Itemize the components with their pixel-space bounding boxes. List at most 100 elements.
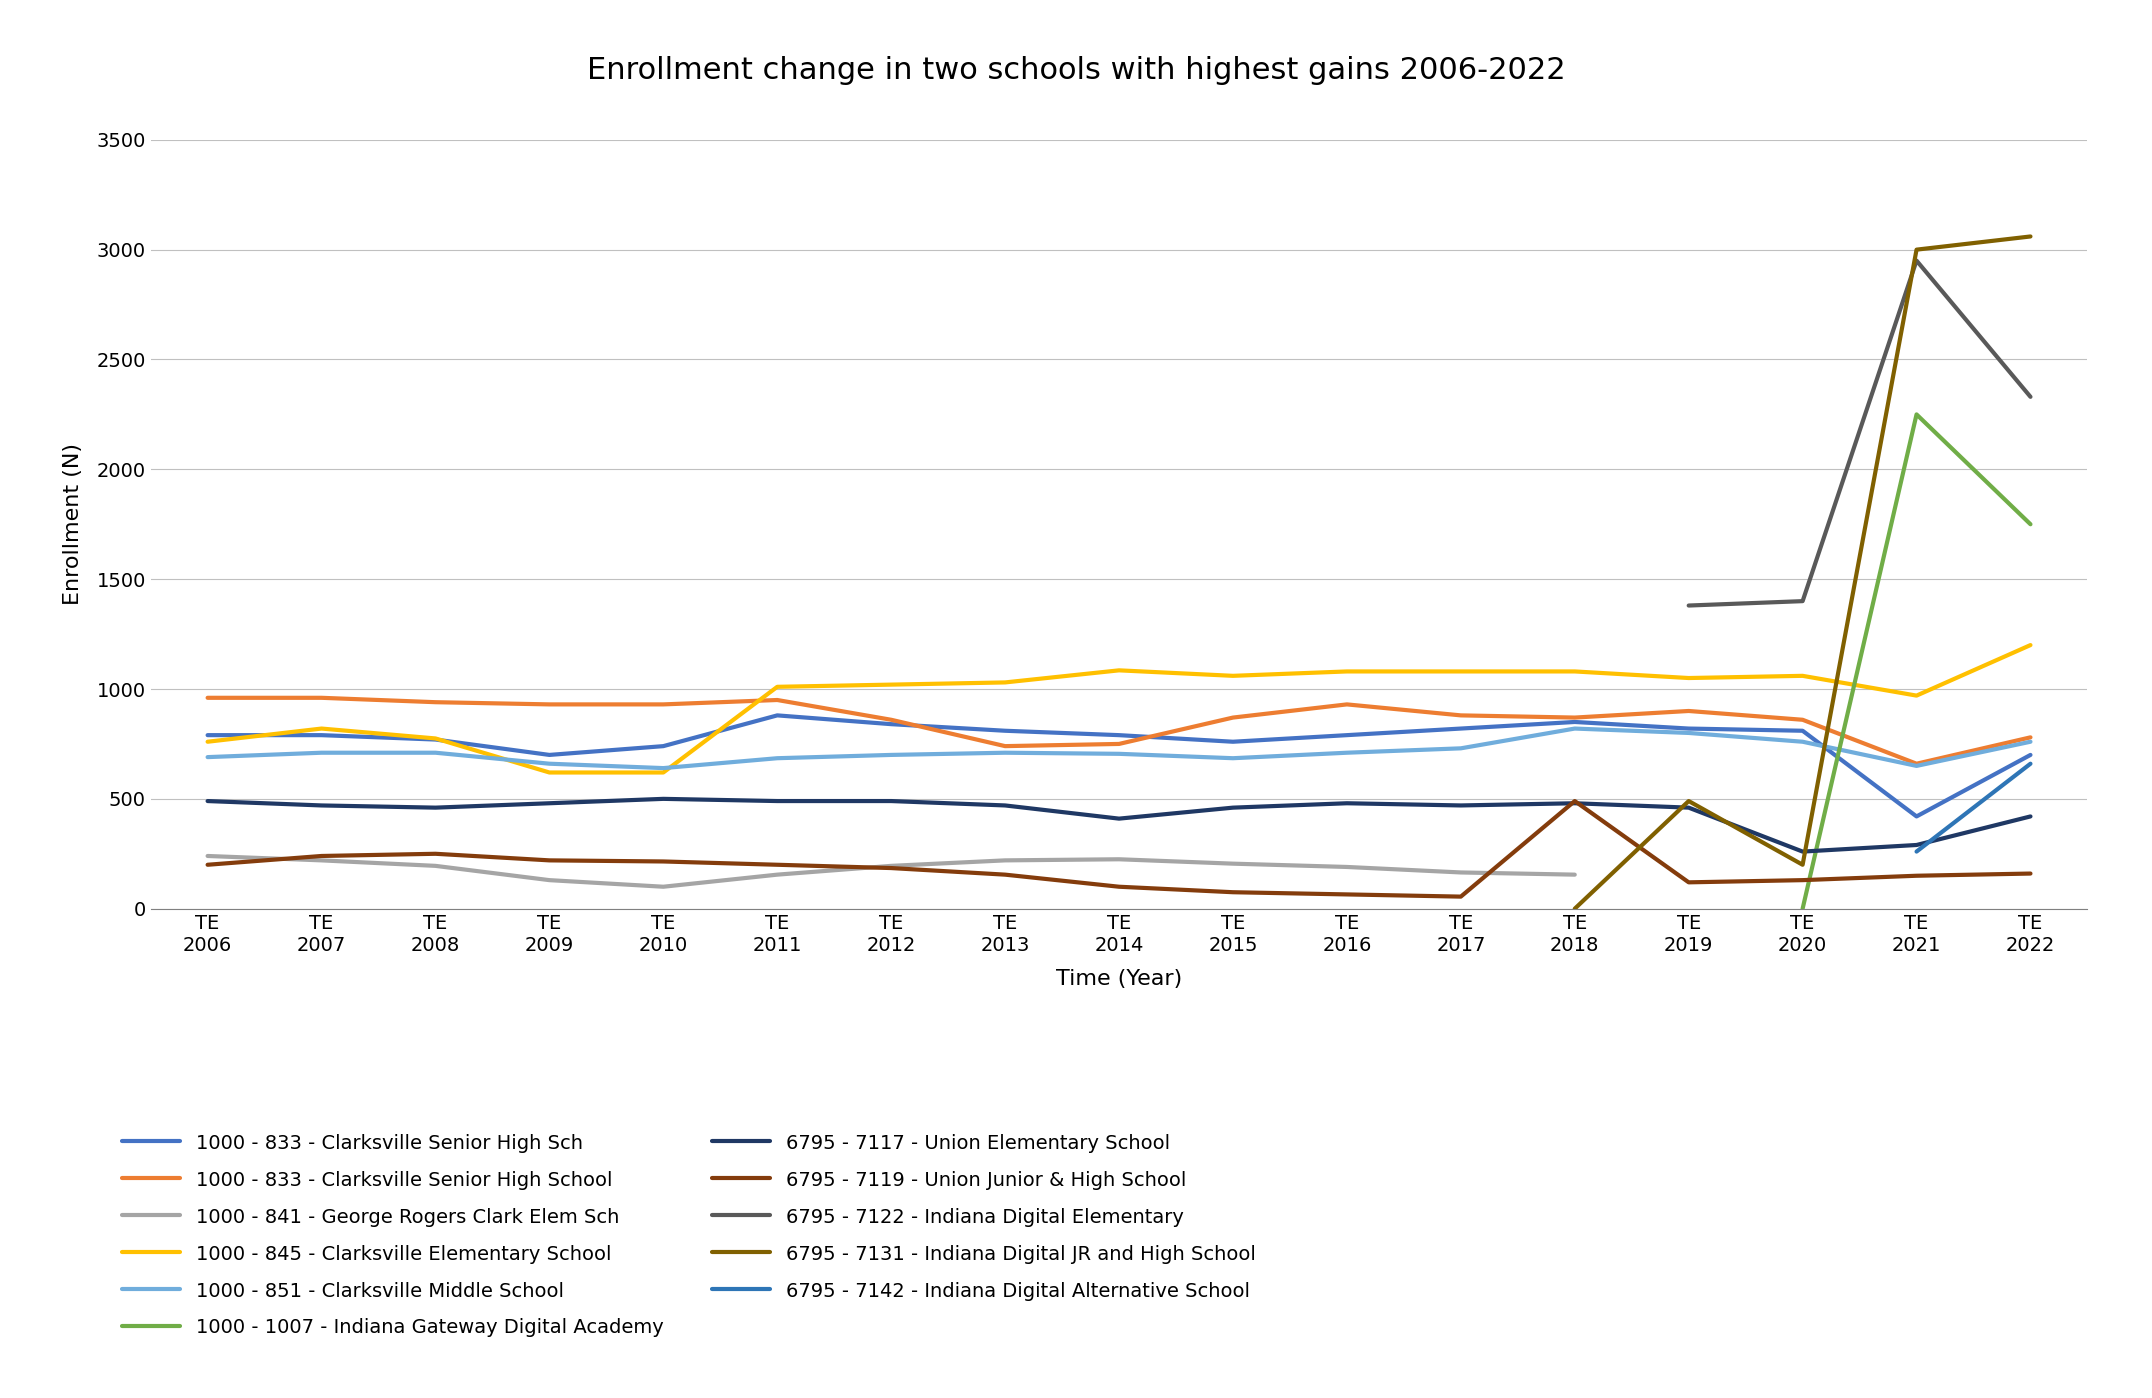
6795 - 7131 - Indiana Digital JR and High School <box>1562 900 1588 917</box>
1000 - 833 - Clarksville Senior High Sch <box>1106 727 1132 744</box>
1000 - 833 - Clarksville Senior High Sch <box>764 707 790 724</box>
6795 - 7119 - Union Junior & High School <box>1790 872 1816 889</box>
1000 - 841 - George Rogers Clark Elem Sch <box>650 878 676 895</box>
1000 - 841 - George Rogers Clark Elem Sch <box>422 857 448 874</box>
Line: 6795 - 7142 - Indiana Digital Alternative School: 6795 - 7142 - Indiana Digital Alternativ… <box>1917 763 2031 851</box>
6795 - 7117 - Union Elementary School <box>878 793 904 809</box>
1000 - 851 - Clarksville Middle School <box>878 747 904 763</box>
1000 - 833 - Clarksville Senior High School <box>764 692 790 709</box>
1000 - 845 - Clarksville Elementary School <box>308 720 334 737</box>
6795 - 7119 - Union Junior & High School <box>992 867 1018 884</box>
1000 - 833 - Clarksville Senior High Sch <box>2019 747 2044 763</box>
1000 - 833 - Clarksville Senior High School <box>2019 728 2044 745</box>
6795 - 7119 - Union Junior & High School <box>1106 878 1132 895</box>
6795 - 7119 - Union Junior & High School <box>764 857 790 874</box>
1000 - 833 - Clarksville Senior High Sch <box>1448 720 1474 737</box>
6795 - 7117 - Union Elementary School <box>2019 808 2044 825</box>
6795 - 7119 - Union Junior & High School <box>536 851 562 868</box>
1000 - 845 - Clarksville Elementary School <box>1790 667 1816 684</box>
6795 - 7119 - Union Junior & High School <box>194 857 220 874</box>
6795 - 7117 - Union Elementary School <box>992 797 1018 814</box>
6795 - 7119 - Union Junior & High School <box>1562 793 1588 809</box>
6795 - 7119 - Union Junior & High School <box>1905 867 1930 884</box>
1000 - 845 - Clarksville Elementary School <box>536 765 562 781</box>
1000 - 845 - Clarksville Elementary School <box>650 765 676 781</box>
1000 - 833 - Clarksville Senior High School <box>1106 735 1132 752</box>
1000 - 833 - Clarksville Senior High Sch <box>1905 808 1930 825</box>
1000 - 833 - Clarksville Senior High Sch <box>650 738 676 755</box>
1000 - 841 - George Rogers Clark Elem Sch <box>1448 864 1474 881</box>
6795 - 7117 - Union Elementary School <box>1220 800 1246 816</box>
1000 - 845 - Clarksville Elementary School <box>878 677 904 693</box>
1000 - 1007 - Indiana Gateway Digital Academy <box>2019 516 2044 533</box>
1000 - 833 - Clarksville Senior High Sch <box>422 731 448 748</box>
1000 - 851 - Clarksville Middle School <box>308 744 334 761</box>
1000 - 833 - Clarksville Senior High School <box>650 696 676 713</box>
6795 - 7119 - Union Junior & High School <box>878 860 904 877</box>
1000 - 845 - Clarksville Elementary School <box>1448 663 1474 679</box>
1000 - 845 - Clarksville Elementary School <box>1905 688 1930 705</box>
1000 - 841 - George Rogers Clark Elem Sch <box>536 872 562 889</box>
1000 - 833 - Clarksville Senior High School <box>1334 696 1360 713</box>
6795 - 7122 - Indiana Digital Elementary <box>1790 593 1816 610</box>
1000 - 851 - Clarksville Middle School <box>992 744 1018 761</box>
1000 - 833 - Clarksville Senior High School <box>1448 707 1474 724</box>
1000 - 841 - George Rogers Clark Elem Sch <box>1106 851 1132 868</box>
1000 - 833 - Clarksville Senior High School <box>1562 709 1588 726</box>
1000 - 841 - George Rogers Clark Elem Sch <box>764 867 790 884</box>
1000 - 841 - George Rogers Clark Elem Sch <box>992 851 1018 868</box>
1000 - 833 - Clarksville Senior High School <box>1905 755 1930 772</box>
Line: 1000 - 845 - Clarksville Elementary School: 1000 - 845 - Clarksville Elementary Scho… <box>207 644 2031 773</box>
Line: 6795 - 7117 - Union Elementary School: 6795 - 7117 - Union Elementary School <box>207 798 2031 851</box>
1000 - 833 - Clarksville Senior High Sch <box>308 727 334 744</box>
1000 - 833 - Clarksville Senior High Sch <box>992 723 1018 740</box>
1000 - 1007 - Indiana Gateway Digital Academy <box>1790 900 1816 917</box>
1000 - 833 - Clarksville Senior High School <box>1790 712 1816 728</box>
1000 - 833 - Clarksville Senior High Sch <box>1220 734 1246 751</box>
1000 - 833 - Clarksville Senior High Sch <box>1562 713 1588 730</box>
Line: 1000 - 833 - Clarksville Senior High Sch: 1000 - 833 - Clarksville Senior High Sch <box>207 716 2031 816</box>
1000 - 833 - Clarksville Senior High Sch <box>1334 727 1360 744</box>
1000 - 845 - Clarksville Elementary School <box>764 678 790 695</box>
1000 - 845 - Clarksville Elementary School <box>1562 663 1588 679</box>
Line: 6795 - 7131 - Indiana Digital JR and High School: 6795 - 7131 - Indiana Digital JR and Hig… <box>1575 236 2031 909</box>
6795 - 7117 - Union Elementary School <box>1334 795 1360 812</box>
1000 - 841 - George Rogers Clark Elem Sch <box>1562 867 1588 884</box>
6795 - 7119 - Union Junior & High School <box>308 847 334 864</box>
1000 - 841 - George Rogers Clark Elem Sch <box>1220 856 1246 872</box>
1000 - 841 - George Rogers Clark Elem Sch <box>878 857 904 874</box>
6795 - 7142 - Indiana Digital Alternative School <box>1905 843 1930 860</box>
1000 - 851 - Clarksville Middle School <box>422 744 448 761</box>
Line: 1000 - 1007 - Indiana Gateway Digital Academy: 1000 - 1007 - Indiana Gateway Digital Ac… <box>1803 414 2031 909</box>
Y-axis label: Enrollment (N): Enrollment (N) <box>62 443 82 605</box>
1000 - 845 - Clarksville Elementary School <box>992 674 1018 691</box>
6795 - 7117 - Union Elementary School <box>764 793 790 809</box>
Text: Enrollment change in two schools with highest gains 2006-2022: Enrollment change in two schools with hi… <box>587 56 1565 85</box>
1000 - 845 - Clarksville Elementary School <box>194 734 220 751</box>
1000 - 833 - Clarksville Senior High Sch <box>1676 720 1702 737</box>
1000 - 851 - Clarksville Middle School <box>1562 720 1588 737</box>
1000 - 833 - Clarksville Senior High School <box>992 738 1018 755</box>
Line: 1000 - 851 - Clarksville Middle School: 1000 - 851 - Clarksville Middle School <box>207 728 2031 768</box>
1000 - 851 - Clarksville Middle School <box>1676 724 1702 741</box>
6795 - 7117 - Union Elementary School <box>650 790 676 807</box>
1000 - 841 - George Rogers Clark Elem Sch <box>1334 858 1360 875</box>
Line: 6795 - 7119 - Union Junior & High School: 6795 - 7119 - Union Junior & High School <box>207 801 2031 896</box>
1000 - 833 - Clarksville Senior High Sch <box>194 727 220 744</box>
1000 - 845 - Clarksville Elementary School <box>1334 663 1360 679</box>
1000 - 833 - Clarksville Senior High School <box>878 712 904 728</box>
6795 - 7119 - Union Junior & High School <box>2019 865 2044 882</box>
6795 - 7117 - Union Elementary School <box>1448 797 1474 814</box>
6795 - 7119 - Union Junior & High School <box>1220 884 1246 900</box>
Line: 1000 - 833 - Clarksville Senior High School: 1000 - 833 - Clarksville Senior High Sch… <box>207 698 2031 763</box>
1000 - 841 - George Rogers Clark Elem Sch <box>194 847 220 864</box>
1000 - 851 - Clarksville Middle School <box>1334 744 1360 761</box>
1000 - 833 - Clarksville Senior High School <box>1220 709 1246 726</box>
6795 - 7119 - Union Junior & High School <box>650 853 676 870</box>
6795 - 7142 - Indiana Digital Alternative School <box>2019 755 2044 772</box>
1000 - 851 - Clarksville Middle School <box>1448 740 1474 756</box>
1000 - 833 - Clarksville Senior High School <box>536 696 562 713</box>
6795 - 7117 - Union Elementary School <box>194 793 220 809</box>
1000 - 845 - Clarksville Elementary School <box>1676 670 1702 686</box>
1000 - 845 - Clarksville Elementary School <box>422 730 448 747</box>
